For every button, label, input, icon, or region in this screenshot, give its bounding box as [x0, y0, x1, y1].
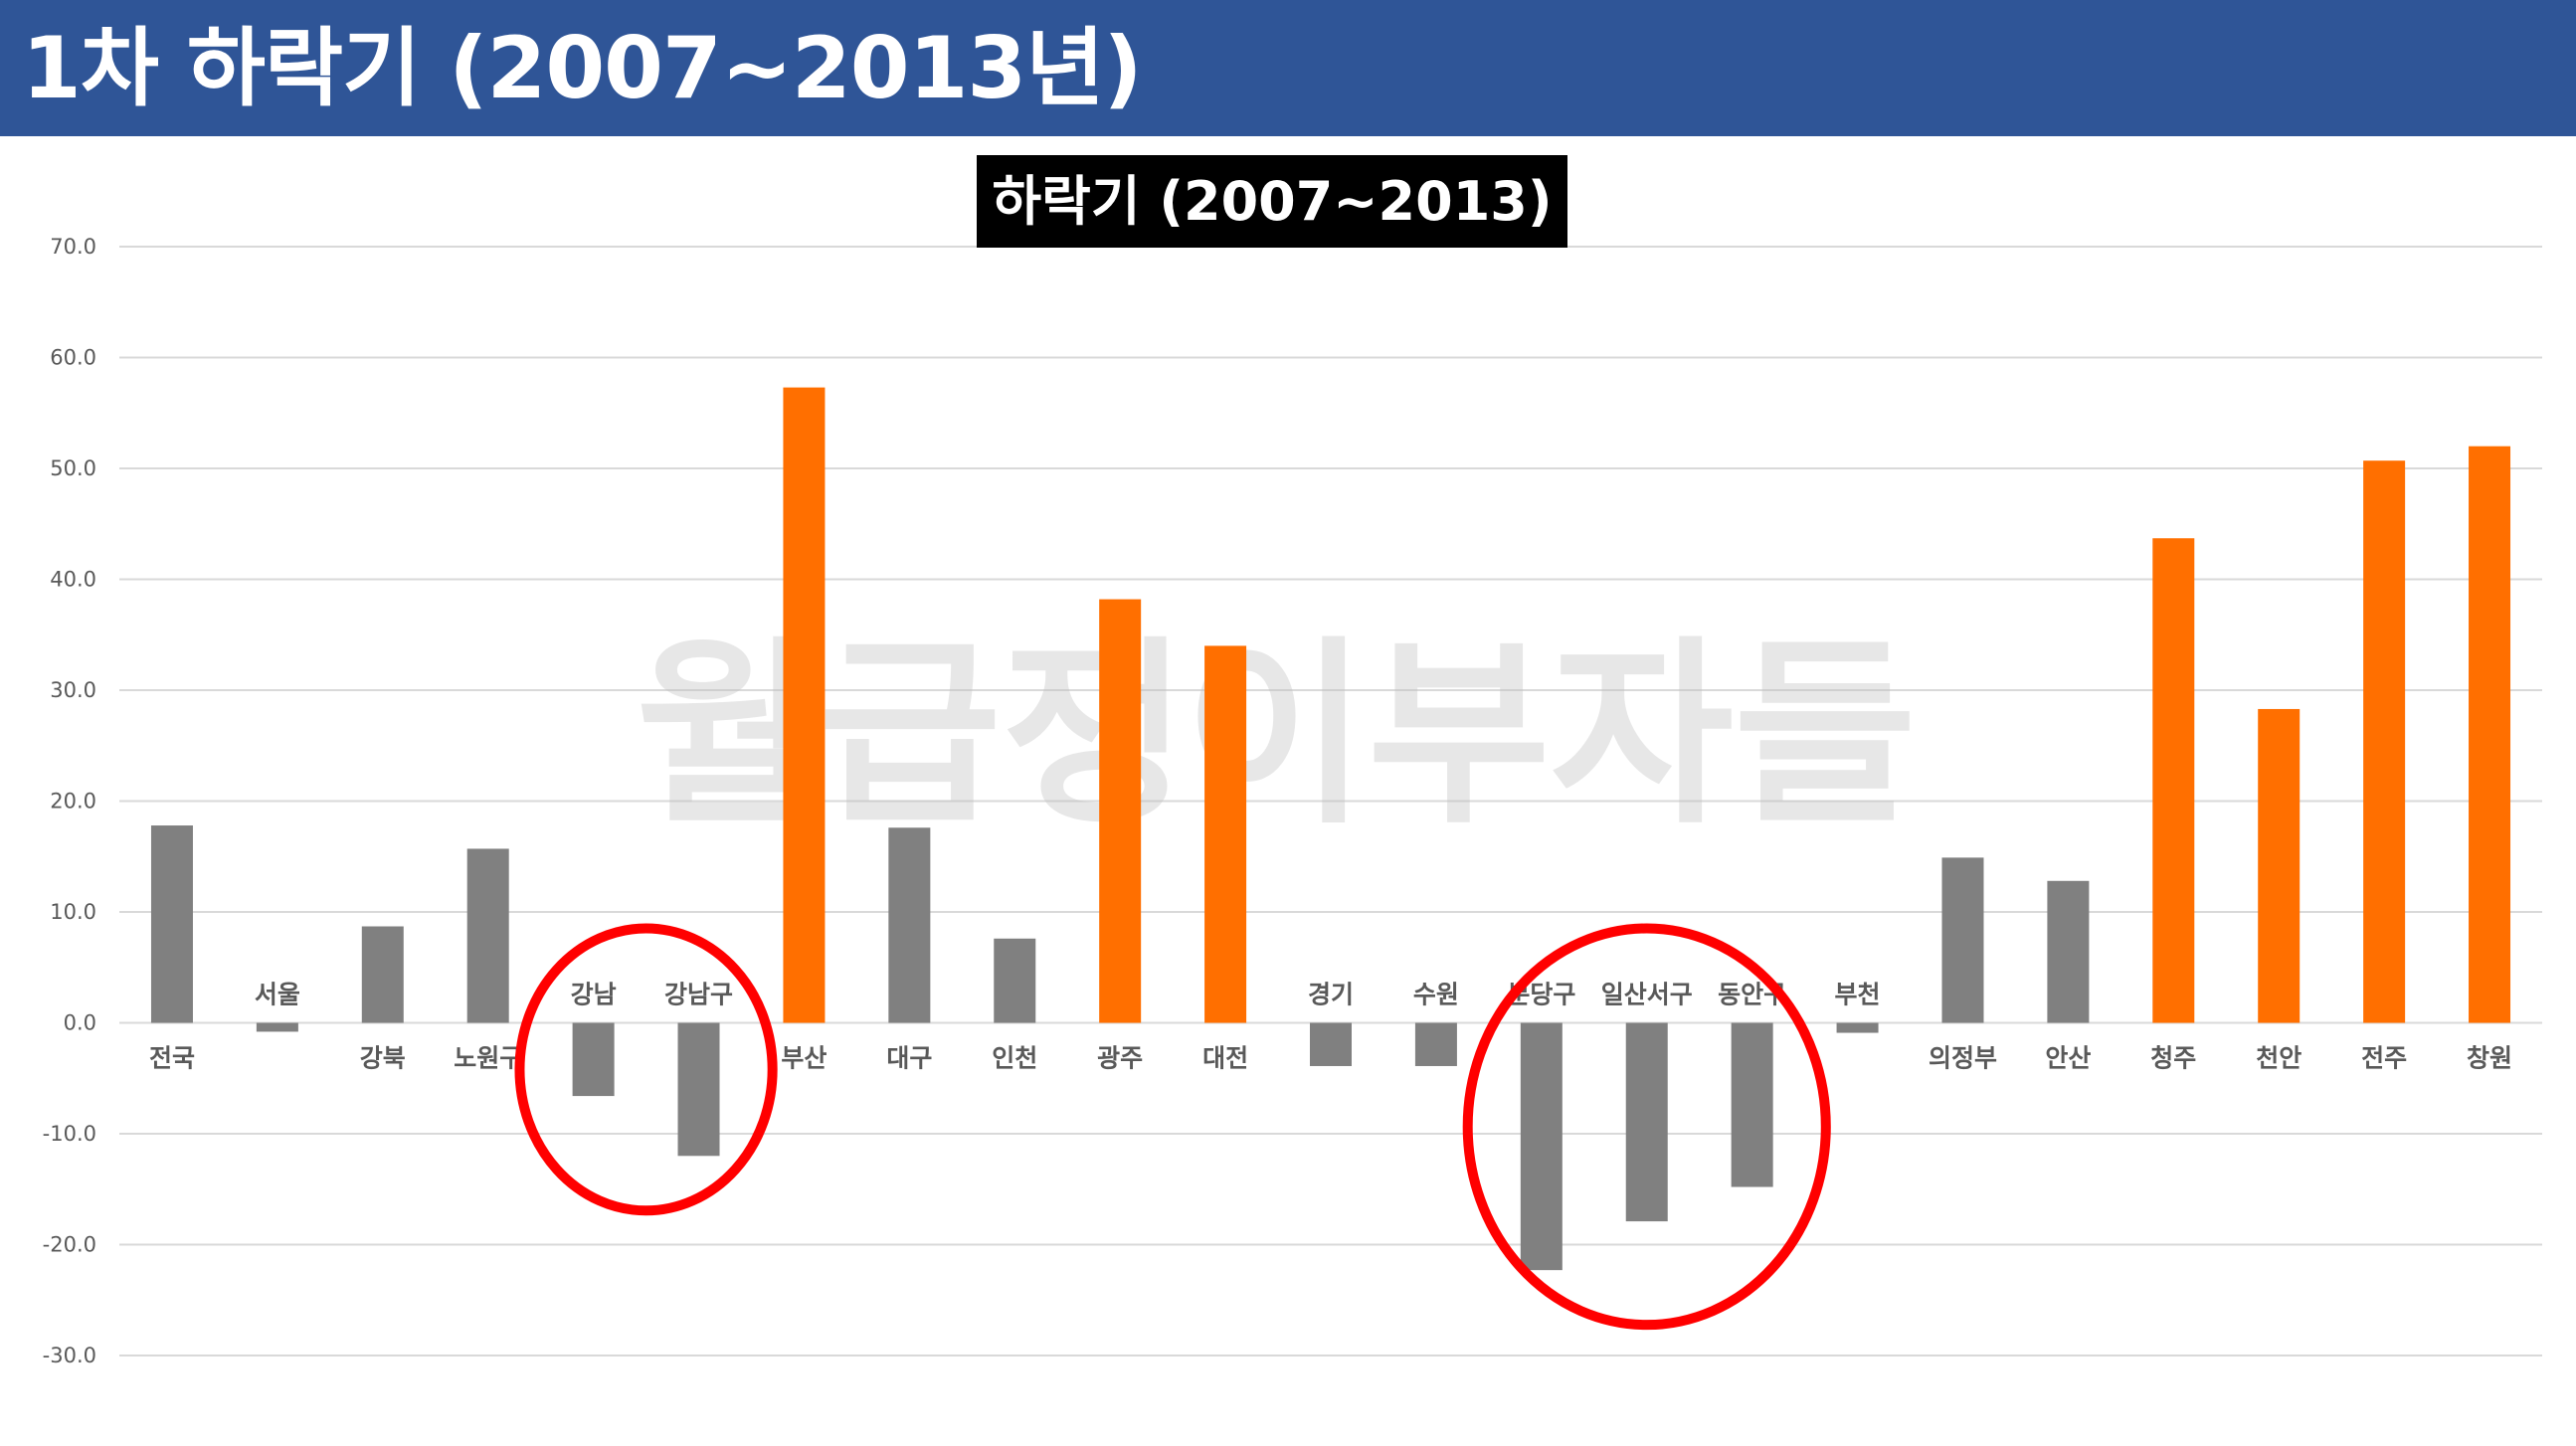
bar-7: [783, 387, 826, 1023]
category-label: 강북: [360, 1044, 406, 1073]
bar-17: [1836, 1022, 1879, 1033]
category-label: 강남구: [664, 981, 733, 1009]
header-bar: 1차 하락기 (2007~2013년): [0, 0, 2576, 136]
highlight-circles: [514, 923, 1831, 1331]
category-label: 노원구: [454, 1044, 522, 1073]
category-label: 부산: [781, 1044, 827, 1073]
y-axis-ticks: 70.0 60.0 50.0 40.0 30.0 20.0 10.0 0.0 -10.0 -20.…: [43, 235, 96, 1367]
bar-3: [361, 926, 404, 1023]
category-label: 서울: [255, 981, 300, 1009]
bar-21: [2258, 708, 2300, 1023]
bar-19: [2047, 880, 2090, 1023]
category-label: 창원: [2467, 1044, 2512, 1073]
highlight-circle-1: [514, 923, 778, 1216]
bar-23: [2469, 446, 2511, 1023]
y-tick-label: 20.0: [50, 790, 96, 813]
category-label: 강남: [571, 981, 617, 1009]
bar-1: [150, 825, 193, 1023]
y-tick-label: -30.0: [43, 1344, 96, 1367]
bar-8: [888, 827, 931, 1023]
highlight-circle-2: [1462, 923, 1831, 1331]
bar-13: [1414, 1022, 1457, 1066]
category-label: 대전: [1202, 1044, 1248, 1073]
y-tick-label: -10.0: [43, 1122, 96, 1146]
y-tick-label: 50.0: [50, 456, 96, 480]
category-label: 의정부: [1929, 1044, 1997, 1073]
bars: [150, 387, 2511, 1271]
watermark-text: 월급쟁이부자들: [636, 620, 1917, 851]
category-label: 부천: [1835, 981, 1881, 1009]
chart-title: 하락기 (2007~2013): [977, 155, 1567, 248]
y-tick-label: 60.0: [50, 346, 96, 370]
y-tick-label: 0.0: [64, 1011, 96, 1035]
bar-22: [2363, 460, 2406, 1023]
bar-5: [572, 1022, 615, 1097]
category-label: 인천: [992, 1044, 1037, 1073]
category-label: 광주: [1097, 1044, 1143, 1073]
category-label: 안산: [2045, 1044, 2091, 1073]
category-label: 천안: [2256, 1044, 2301, 1073]
category-label: 전국: [149, 1044, 195, 1073]
y-tick-label: 30.0: [50, 678, 96, 702]
bar-9: [994, 938, 1036, 1023]
category-label: 수원: [1413, 981, 1459, 1009]
category-label: 전주: [2361, 1044, 2407, 1073]
bar-4: [466, 848, 509, 1023]
y-tick-label: 10.0: [50, 900, 96, 924]
category-label: 청주: [2150, 1044, 2196, 1073]
bar-10: [1099, 599, 1142, 1023]
bar-15: [1625, 1022, 1668, 1222]
y-tick-label: -20.0: [43, 1233, 96, 1257]
bar-20: [2152, 538, 2195, 1023]
category-label: 경기: [1308, 981, 1354, 1009]
category-label: 일산서구: [1601, 981, 1693, 1009]
bar-12: [1310, 1022, 1352, 1066]
bar-18: [1941, 857, 1984, 1023]
y-tick-label: 70.0: [50, 235, 96, 259]
bar-11: [1204, 645, 1247, 1023]
bar-2: [256, 1022, 298, 1032]
y-tick-label: 40.0: [50, 568, 96, 592]
bar-16: [1731, 1022, 1773, 1187]
bar-6: [677, 1022, 720, 1157]
category-label: 대구: [886, 1044, 932, 1073]
page-title: 1차 하락기 (2007~2013년): [22, 19, 1143, 118]
bar-14: [1520, 1022, 1563, 1271]
